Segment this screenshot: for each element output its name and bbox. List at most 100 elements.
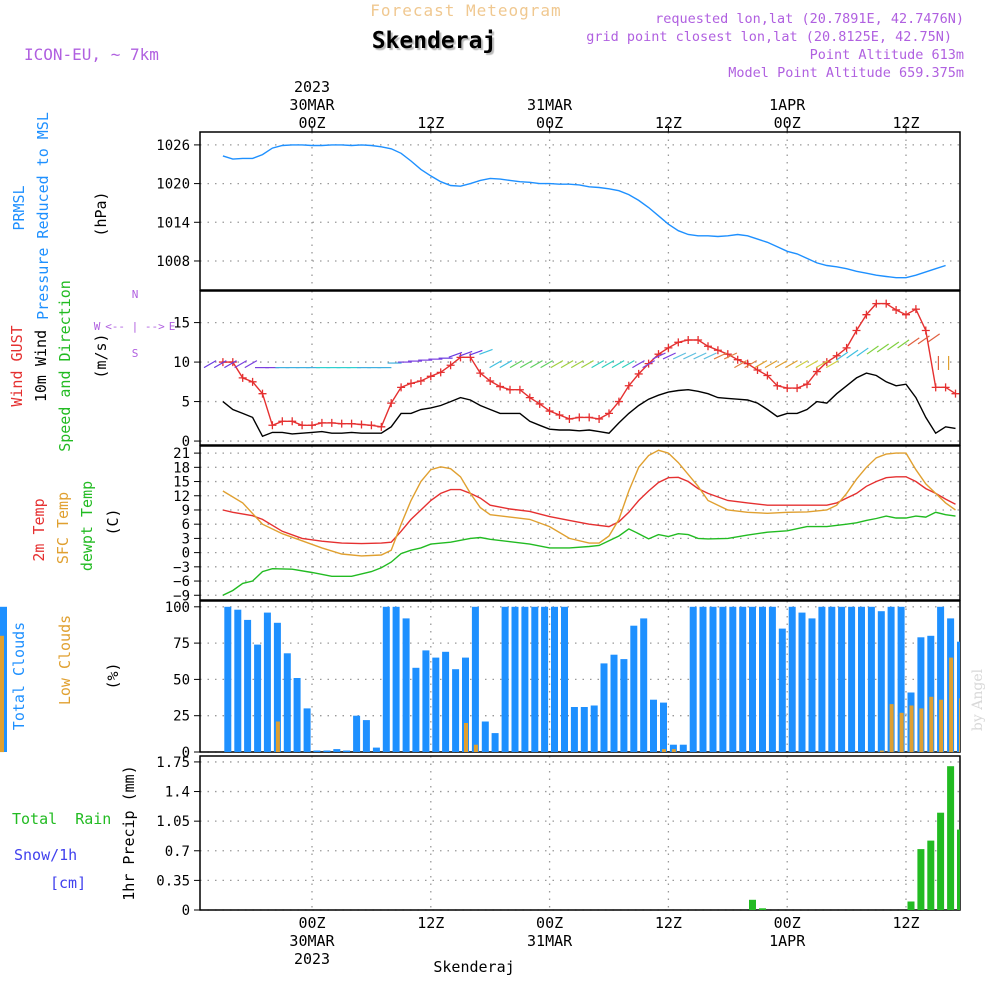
wind-direction-arrow bbox=[519, 360, 533, 369]
wind-direction-arrow bbox=[856, 347, 869, 357]
y-tick-label: 0 bbox=[182, 434, 190, 450]
y-tick-label: 1.05 bbox=[156, 814, 190, 830]
bottom-time-label: 00Z bbox=[536, 914, 563, 932]
gust-marker bbox=[921, 326, 930, 335]
y-tick-label: −6 bbox=[173, 574, 190, 590]
total-cloud-bar bbox=[323, 750, 331, 752]
wind-direction-arrow bbox=[734, 360, 747, 369]
total-cloud-bar bbox=[610, 654, 618, 752]
total-cloud-bar bbox=[699, 606, 707, 752]
low-cloud-bar bbox=[899, 712, 904, 752]
precip-label-snow: Snow/1h bbox=[14, 846, 77, 864]
gust-marker bbox=[367, 421, 376, 430]
gust-marker bbox=[258, 389, 267, 398]
total-cloud-bar bbox=[392, 606, 400, 752]
total-cloud-bar bbox=[224, 606, 232, 752]
precip-bar bbox=[759, 908, 766, 910]
wind-direction-arrow bbox=[489, 360, 503, 369]
total-cloud-bar bbox=[293, 678, 301, 752]
low-cloud-bar bbox=[949, 657, 954, 752]
gust-marker bbox=[565, 414, 574, 423]
precip-bar bbox=[957, 829, 960, 910]
total-cloud-bar bbox=[580, 707, 588, 752]
low-cloud-bar bbox=[662, 749, 666, 752]
wind-label-gust: Wind GUST bbox=[8, 325, 26, 406]
wind-direction-arrow bbox=[448, 351, 463, 358]
gust-marker bbox=[852, 326, 861, 335]
low-cloud-bar bbox=[929, 696, 934, 752]
total-cloud-bar bbox=[541, 606, 549, 752]
total-cloud-bar bbox=[897, 606, 905, 752]
total-cloud-bar bbox=[382, 606, 390, 752]
total-cloud-bar bbox=[689, 606, 697, 752]
gust-marker bbox=[506, 385, 514, 394]
wind-direction-arrow bbox=[805, 360, 819, 369]
y-tick-label: 5 bbox=[182, 395, 190, 411]
wind-direction-arrow bbox=[652, 352, 666, 360]
gust-marker bbox=[931, 383, 940, 392]
gust-marker bbox=[575, 413, 584, 422]
low-cloud-bar bbox=[473, 744, 478, 752]
top-time-label: 2023 bbox=[294, 78, 330, 96]
compass-e: E bbox=[169, 320, 176, 333]
wind-direction-arrow bbox=[683, 352, 697, 360]
total-cloud-bar bbox=[570, 707, 578, 752]
gust-marker bbox=[664, 343, 673, 352]
clouds-panel: 100 75 50 25 0 bbox=[0, 600, 961, 761]
total-cloud-bar bbox=[343, 750, 351, 752]
wind-direction-arrow bbox=[672, 352, 687, 360]
cloud-label-unit: (%) bbox=[104, 662, 122, 689]
wind-direction-arrow bbox=[897, 339, 910, 349]
gust-marker bbox=[713, 346, 722, 355]
total-cloud-bar bbox=[660, 702, 667, 752]
wind-direction-arrow bbox=[907, 337, 920, 347]
compass-w: W bbox=[94, 320, 101, 333]
total-cloud-bar bbox=[650, 699, 657, 752]
low-cloud-bar bbox=[889, 704, 894, 752]
wind-label-10m: 10m Wind bbox=[32, 330, 50, 402]
wind-direction-arrow bbox=[815, 360, 829, 369]
gust-marker bbox=[317, 418, 326, 427]
total-cloud-bar bbox=[432, 657, 440, 752]
total-cloud-bar bbox=[303, 708, 311, 752]
pressure-label-msl: Pressure Reduced to MSL bbox=[34, 112, 52, 320]
wind-direction-arrow bbox=[836, 351, 849, 361]
gust-marker bbox=[496, 382, 505, 391]
cloud-label-low: Low Clouds bbox=[56, 615, 74, 705]
total-cloud-bar bbox=[669, 744, 677, 752]
total-cloud-bar bbox=[917, 637, 925, 752]
gust-marker bbox=[773, 381, 782, 390]
total-cloud-bar bbox=[402, 618, 410, 752]
wind-direction-arrow bbox=[509, 360, 523, 369]
wind-speed-line bbox=[222, 372, 956, 438]
top-time-label: 00Z bbox=[298, 114, 325, 132]
wind-direction-arrow bbox=[744, 360, 758, 369]
pressure-label-unit: (hPa) bbox=[92, 191, 110, 236]
total-cloud-bar bbox=[234, 609, 242, 752]
total-cloud-bar bbox=[679, 744, 687, 752]
total-cloud-bar bbox=[798, 612, 806, 752]
total-cloud-bar bbox=[877, 611, 885, 752]
total-cloud-bar bbox=[848, 606, 856, 752]
y-tick-label: 12 bbox=[173, 489, 190, 505]
wind-direction-arrow bbox=[530, 360, 543, 369]
compass-n: N bbox=[132, 288, 139, 301]
gust-marker bbox=[525, 393, 534, 402]
gust-marker bbox=[674, 338, 683, 347]
bottom-time-label: 12Z bbox=[655, 914, 682, 932]
wind-direction-arrow bbox=[213, 360, 227, 369]
gust-marker bbox=[426, 372, 435, 381]
precip-bar bbox=[907, 901, 915, 910]
wind-direction-arrow bbox=[795, 360, 809, 369]
low-cloud-bar bbox=[671, 749, 676, 752]
wind-panel: 15 10 5 0 bbox=[173, 290, 961, 450]
y-tick-label: 10 bbox=[173, 355, 190, 371]
precip-bar bbox=[749, 899, 756, 910]
low-cloud-bar bbox=[464, 723, 468, 752]
wind-direction-arrow bbox=[876, 343, 890, 353]
total-cloud-bar bbox=[471, 606, 479, 752]
total-cloud-bar bbox=[521, 606, 529, 752]
